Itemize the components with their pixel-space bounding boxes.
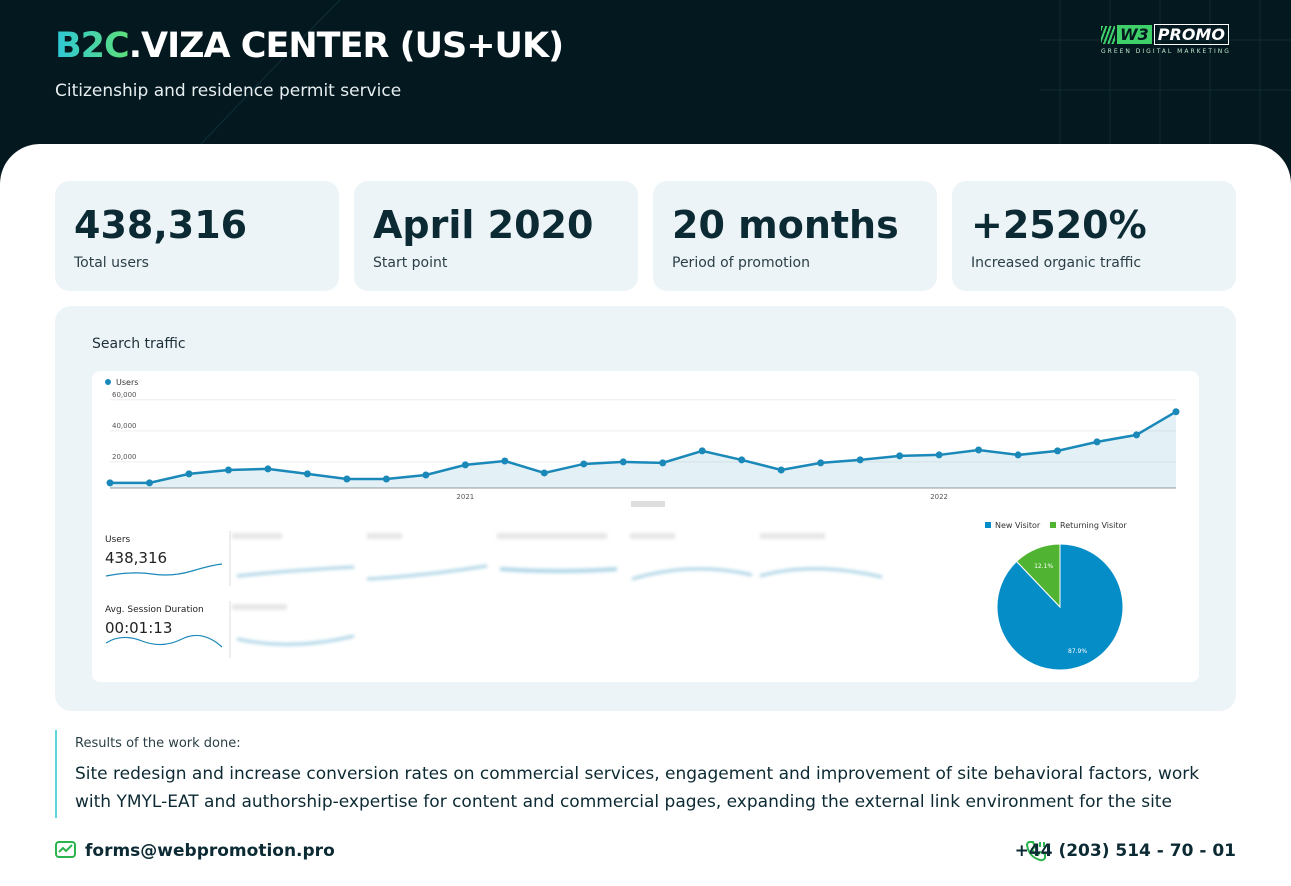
logo-name: PROMO (1153, 24, 1229, 45)
title: B2C.VIZA CENTER (US+UK) (55, 26, 564, 66)
x-tick-label: 2022 (930, 493, 948, 501)
metric-label: Avg. Session Duration (105, 605, 204, 615)
point (856, 456, 864, 464)
point (540, 469, 548, 477)
expand-handle[interactable] (631, 501, 665, 507)
legend-label: Returning Visitor (1060, 521, 1127, 530)
point (303, 470, 311, 478)
sparkline (105, 563, 223, 577)
stat-value: 20 months (672, 203, 899, 247)
x-tick-label: 2021 (456, 493, 474, 501)
point (1014, 451, 1022, 459)
point (817, 459, 825, 467)
stat-label: Period of promotion (672, 255, 810, 271)
point (422, 471, 430, 479)
point (106, 479, 114, 487)
legend-swatch (1050, 522, 1056, 528)
section-title: Search traffic (92, 336, 186, 352)
point (896, 452, 904, 460)
point (659, 459, 667, 467)
title-rest: .VIZA CENTER (US+UK) (128, 26, 564, 66)
email[interactable]: forms@webpromotion.pro (85, 841, 335, 861)
chart: Users 438,316 Avg. Session Duration 00:0… (105, 378, 1180, 671)
metric-label: Users (105, 535, 131, 545)
point (382, 475, 390, 483)
point (619, 458, 627, 466)
results-text: Site redesign and increase conversion ra… (75, 764, 1200, 812)
header-grid (199, 0, 1291, 145)
point (1133, 431, 1141, 439)
logo-mark: W3 (1117, 25, 1152, 44)
stat-value: +2520% (971, 203, 1147, 247)
legend-dot (105, 379, 111, 385)
blurred-metrics (232, 533, 883, 646)
point (698, 447, 706, 455)
logo-stripes (1101, 25, 1115, 44)
analytics-box: Users 438,316 Avg. Session Duration 00:0… (92, 371, 1199, 682)
point (343, 475, 351, 483)
results-label: Results of the work done: (75, 736, 241, 751)
line (110, 410, 1177, 485)
legend-swatch (985, 522, 991, 528)
stat-label: Total users (74, 255, 149, 271)
results: Results of the work done: Site redesign … (55, 730, 1238, 818)
point (224, 466, 232, 474)
point (461, 461, 469, 469)
point (738, 456, 746, 464)
point (145, 479, 153, 487)
stat-card: 438,316 Total users (55, 181, 339, 291)
pie-slice (1015, 543, 1061, 609)
stat-card: 20 months Period of promotion (653, 181, 937, 291)
stat-value: April 2020 (373, 203, 594, 247)
point (777, 466, 785, 474)
point (975, 446, 983, 454)
point (1172, 408, 1180, 416)
legend-label: Users (116, 378, 138, 387)
stat-value: 438,316 (74, 203, 248, 247)
area (110, 411, 1176, 488)
metric-value: 438,316 (105, 549, 167, 567)
point (1054, 447, 1062, 455)
point (264, 465, 272, 473)
logo-tagline: GREEN DIGITAL MARKETING (1101, 48, 1231, 55)
point (185, 470, 193, 478)
legend-label: New Visitor (995, 521, 1041, 530)
phone-icon (1025, 841, 1046, 862)
stat-card: +2520% Increased organic traffic (952, 181, 1236, 291)
slice-label: 12.1% (1034, 563, 1053, 570)
title-accent: B2C (55, 26, 130, 66)
y-tick-label: 40,000 (112, 422, 137, 430)
slice-label: 87.9% (1068, 648, 1087, 655)
point (1093, 438, 1101, 446)
stat-label: Increased organic traffic (971, 255, 1142, 271)
logo: W3 PROMO GREEN DIGITAL MARKETING (1101, 24, 1237, 55)
y-tick-label: 60,000 (112, 391, 137, 399)
sparkline (105, 634, 223, 648)
point (935, 451, 943, 459)
point (501, 457, 509, 465)
y-tick-label: 20,000 (112, 453, 137, 461)
point (580, 460, 588, 468)
mail-icon (55, 841, 76, 858)
stat-card: April 2020 Start point (354, 181, 638, 291)
metric-value: 00:01:13 (105, 619, 172, 637)
subtitle: Citizenship and residence permit service (55, 81, 402, 101)
phone[interactable]: +44 (203) 514 - 70 - 01 (1014, 841, 1236, 861)
stat-label: Start point (373, 255, 448, 271)
